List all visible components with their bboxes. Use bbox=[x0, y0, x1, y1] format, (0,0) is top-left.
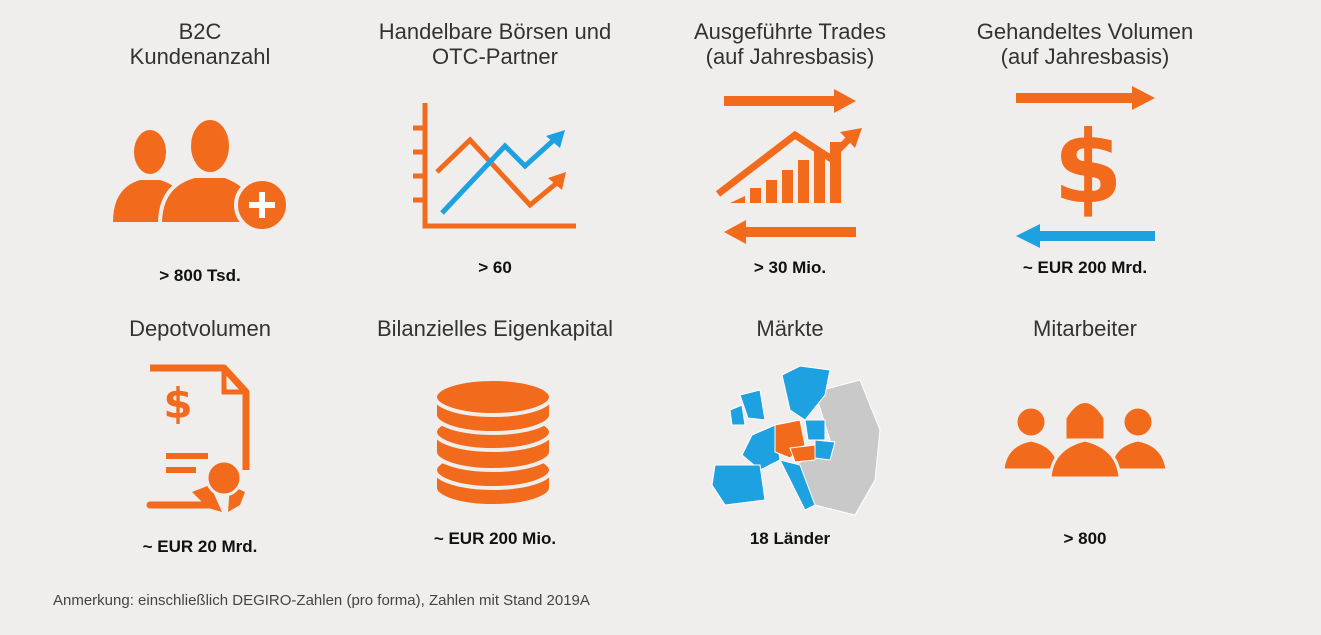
title-line: Gehandeltes Volumen bbox=[976, 19, 1194, 44]
exchanges-icon bbox=[413, 103, 576, 229]
tile-title: Märkte bbox=[645, 316, 935, 341]
deposit-icon: $ bbox=[146, 364, 250, 512]
tile-value: > 800 bbox=[1063, 529, 1107, 548]
customers-icon bbox=[113, 116, 290, 233]
tile-title: Depotvolumen bbox=[55, 316, 345, 341]
tile-value: > 60 bbox=[478, 258, 512, 277]
tile-value: > 800 Tsd. bbox=[159, 266, 241, 285]
title-line: Kundenanzahl bbox=[129, 44, 271, 69]
employees-icon bbox=[1001, 400, 1169, 480]
title-line: Märkte bbox=[756, 316, 824, 341]
title-line: (auf Jahresbasis) bbox=[1000, 44, 1170, 69]
title-line: Depotvolumen bbox=[129, 316, 271, 341]
svg-text:$: $ bbox=[163, 379, 192, 428]
tile-value: ~ EUR 200 Mrd. bbox=[1022, 258, 1148, 277]
title-line: B2C bbox=[178, 19, 222, 44]
tile-value: ~ EUR 200 Mio. bbox=[433, 529, 557, 548]
trades-icon bbox=[715, 89, 862, 244]
title-line: Mitarbeiter bbox=[1033, 316, 1137, 341]
tile-title: Ausgeführte Trades (auf Jahresbasis) bbox=[645, 19, 935, 69]
title-line: (auf Jahresbasis) bbox=[705, 44, 875, 69]
markets-map bbox=[711, 365, 881, 516]
equity-icon bbox=[433, 377, 553, 508]
tile-title: Bilanzielles Eigenkapital bbox=[350, 316, 640, 341]
title-line: OTC-Partner bbox=[432, 44, 558, 69]
tile-title: B2C Kundenanzahl bbox=[55, 19, 345, 69]
tile-value: ~ EUR 20 Mrd. bbox=[142, 537, 258, 556]
title-line: Ausgeführte Trades bbox=[693, 19, 886, 44]
svg-text:$: $ bbox=[1053, 109, 1123, 226]
tile-title: Handelbare Börsen und OTC-Partner bbox=[350, 19, 640, 69]
tile-value: > 30 Mio. bbox=[753, 258, 827, 277]
tile-title: Mitarbeiter bbox=[940, 316, 1230, 341]
title-line: Handelbare Börsen und bbox=[378, 19, 612, 44]
footnote: Anmerkung: einschließlich DEGIRO-Zahlen … bbox=[53, 592, 590, 609]
volume-icon: $ bbox=[1016, 86, 1155, 248]
tile-value: 18 Länder bbox=[749, 529, 831, 548]
tile-title: Gehandeltes Volumen (auf Jahresbasis) bbox=[940, 19, 1230, 69]
title-line: Bilanzielles Eigenkapital bbox=[376, 316, 614, 341]
